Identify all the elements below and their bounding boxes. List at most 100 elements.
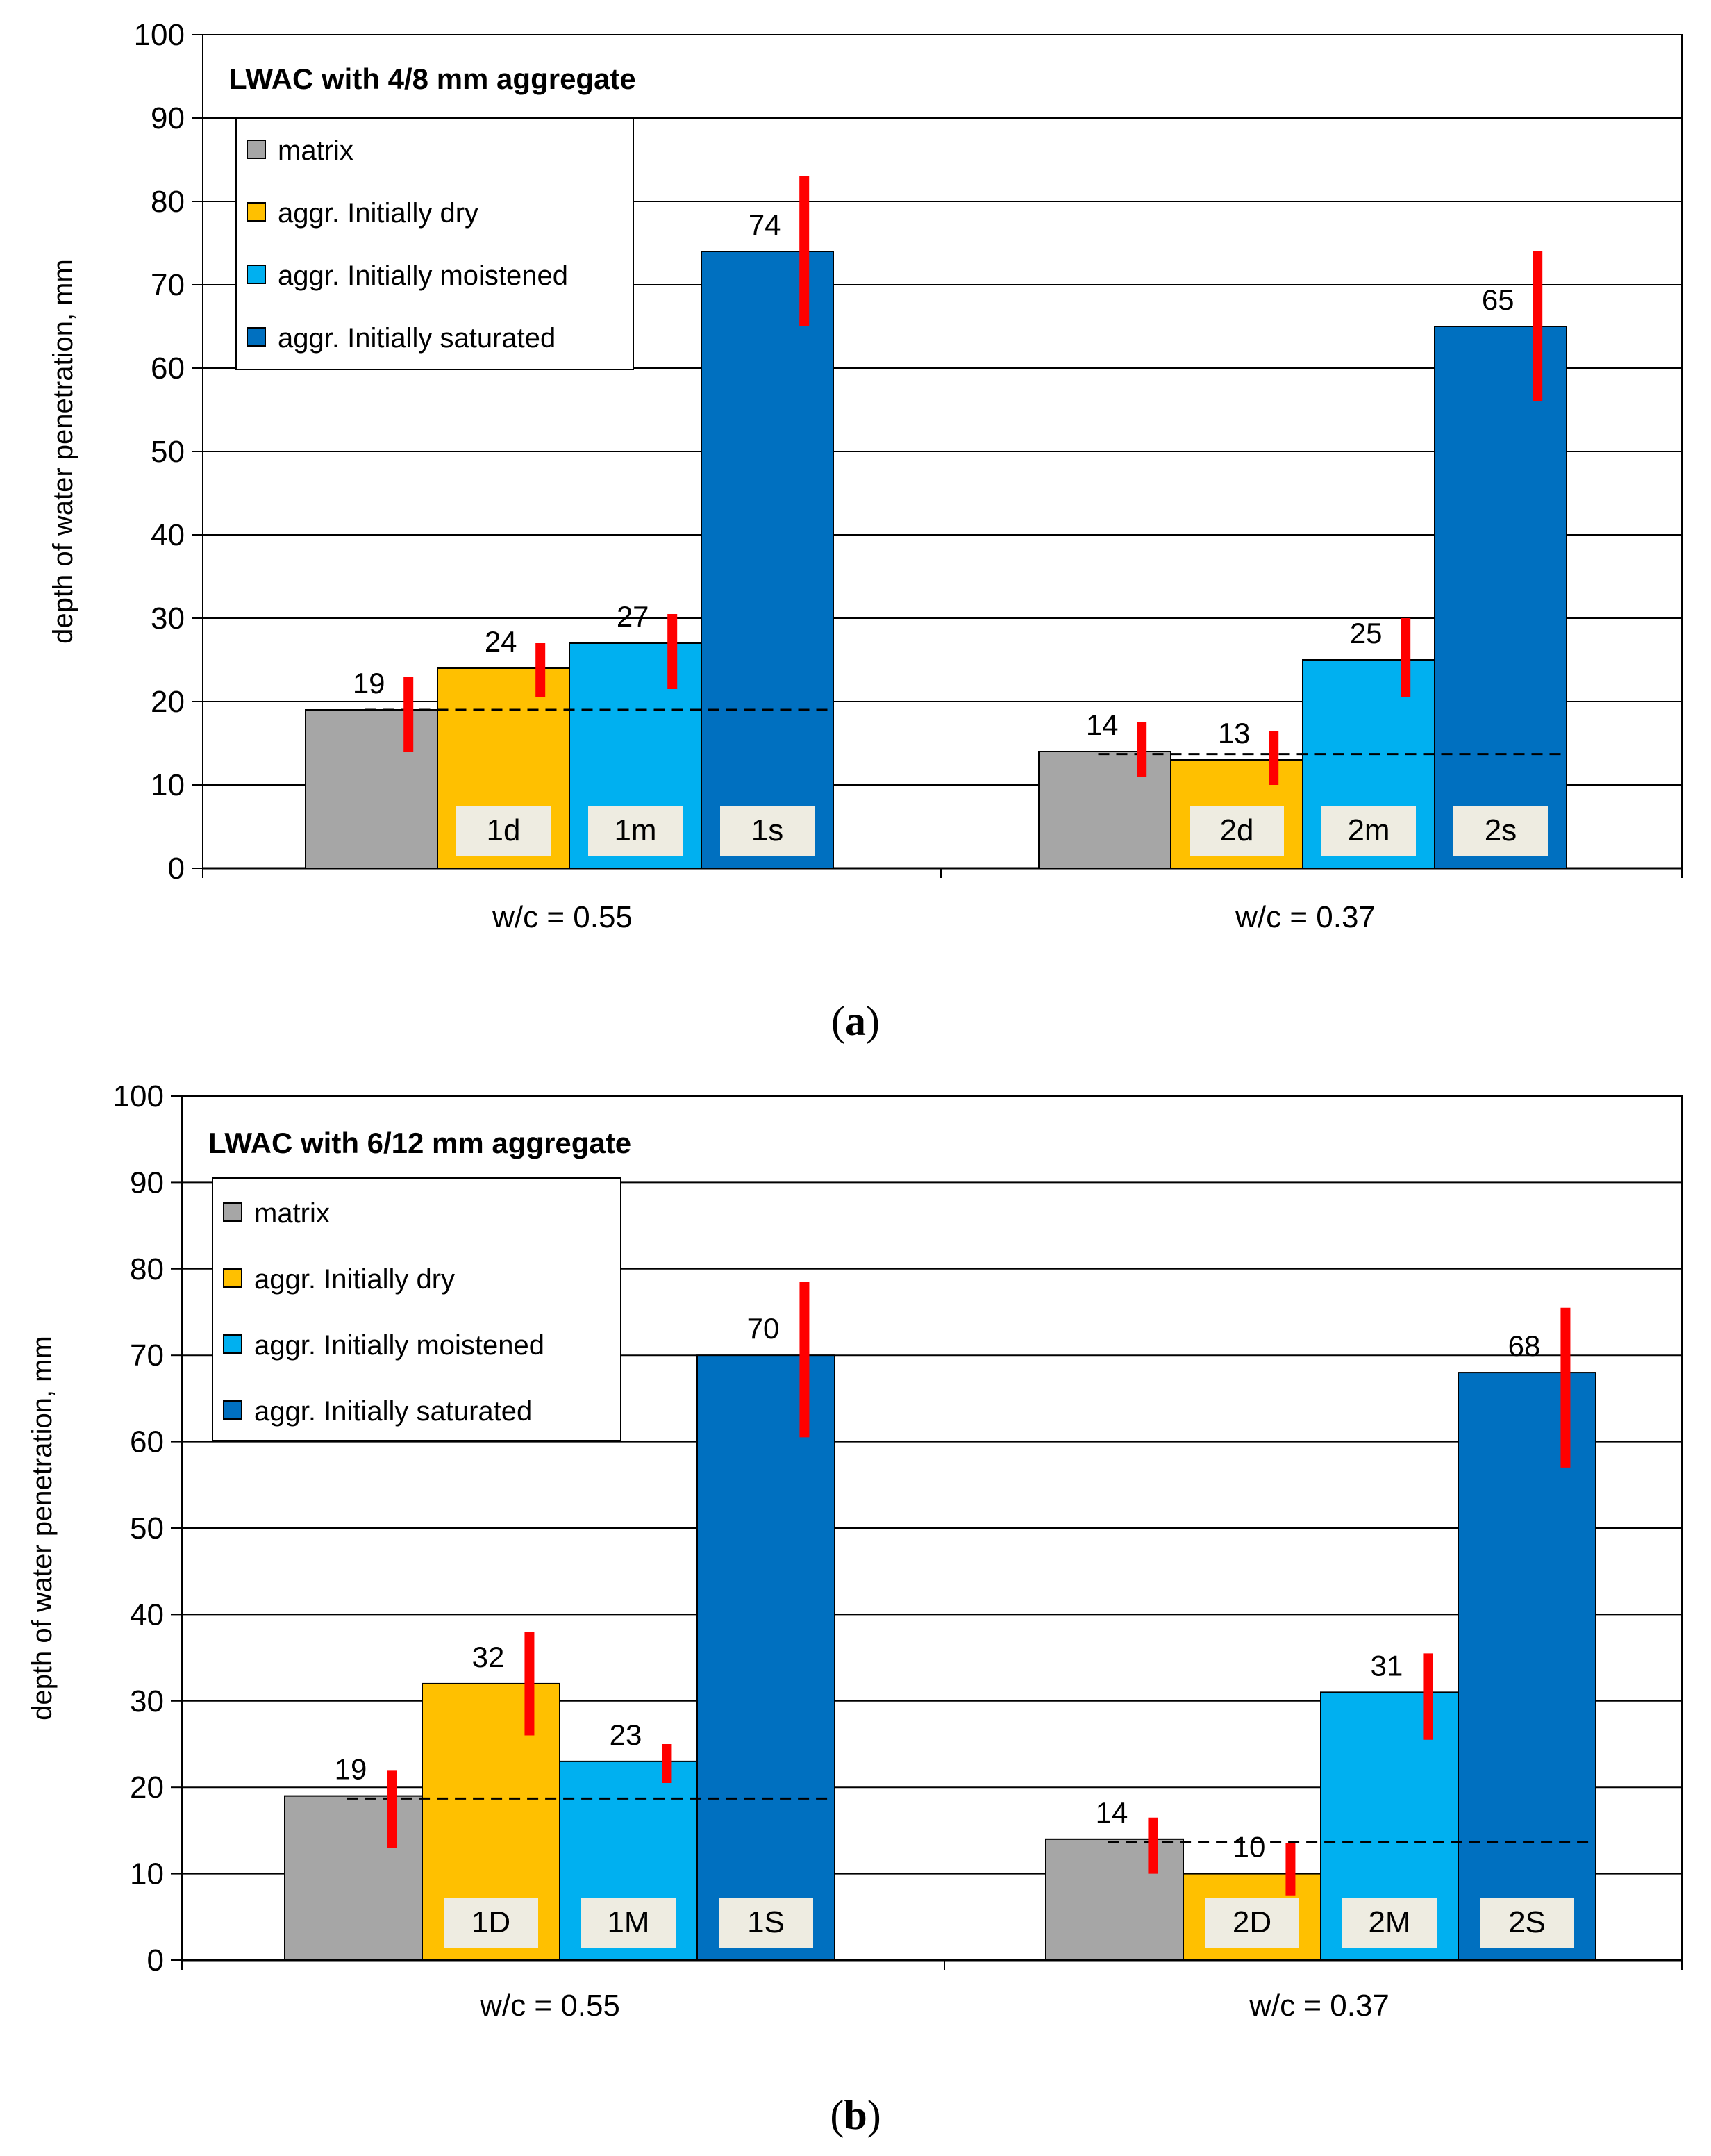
legend-swatch-matrix xyxy=(247,140,266,159)
id-label: 2d xyxy=(1220,813,1254,847)
legend-label: aggr. Initially dry xyxy=(254,1264,455,1295)
y-tick-label: 10 xyxy=(130,1857,164,1891)
value-label: 19 xyxy=(353,667,385,699)
id-box xyxy=(444,1898,538,1948)
legend-label: aggr. Initially saturated xyxy=(278,323,556,354)
y-tick-label: 60 xyxy=(130,1425,164,1459)
bar-saturated xyxy=(1434,326,1567,869)
legend-swatch-moistened xyxy=(223,1334,242,1354)
id-box xyxy=(1205,1898,1299,1948)
legend-label: matrix xyxy=(254,1198,330,1229)
value-label: 31 xyxy=(1371,1649,1403,1682)
legend-label: matrix xyxy=(278,135,353,166)
legend-box xyxy=(235,117,634,370)
value-label: 14 xyxy=(1096,1796,1128,1829)
id-box xyxy=(1480,1898,1574,1948)
y-tick-label: 100 xyxy=(113,1079,164,1113)
id-box xyxy=(1453,806,1548,856)
id-box xyxy=(456,806,551,856)
y-tick-label: 100 xyxy=(134,18,185,52)
bar-saturated xyxy=(701,251,834,869)
legend-swatch-saturated xyxy=(247,327,266,347)
x-category-label: w/c = 0.55 xyxy=(479,1989,620,2023)
value-label: 14 xyxy=(1086,708,1119,741)
value-label: 27 xyxy=(617,600,649,633)
value-label: 32 xyxy=(472,1641,505,1673)
chart-title: LWAC with 6/12 mm aggregate xyxy=(208,1127,631,1159)
id-label: 2D xyxy=(1233,1905,1271,1939)
value-label: 65 xyxy=(1482,283,1514,316)
legend-swatch-moistened xyxy=(247,265,266,284)
panel-label-paren: ( xyxy=(830,2092,844,2138)
legend-swatch-matrix xyxy=(223,1202,242,1222)
y-tick-label: 90 xyxy=(130,1166,164,1200)
y-tick-label: 30 xyxy=(130,1684,164,1718)
id-label: 1m xyxy=(614,813,656,847)
y-tick-label: 30 xyxy=(151,602,185,636)
panel-label: (b) xyxy=(830,2092,880,2138)
id-label: 2S xyxy=(1508,1905,1546,1939)
value-label: 25 xyxy=(1350,617,1383,649)
chart-panel-a: 0 10 20 30 40 50 60 70 80 90 100 depth of water pen… xyxy=(48,18,1683,1044)
legend-swatch-saturated xyxy=(223,1400,242,1420)
id-label: 1s xyxy=(751,813,783,847)
bar-matrix xyxy=(1045,1838,1184,1962)
id-box xyxy=(1190,806,1284,856)
bar-saturated xyxy=(696,1354,835,1961)
id-label: 2M xyxy=(1368,1905,1410,1939)
value-label: 10 xyxy=(1233,1831,1266,1864)
id-box xyxy=(1342,1898,1437,1948)
legend: matrix aggr. Initially dry aggr. Initially… xyxy=(235,117,634,370)
y-tick-label: 10 xyxy=(151,768,185,802)
y-axis-label: depth of water penetration, mm xyxy=(48,259,78,644)
id-label: 1D xyxy=(471,1905,510,1939)
value-label: 70 xyxy=(747,1312,780,1345)
y-tick-label: 70 xyxy=(130,1338,164,1373)
id-label: 1S xyxy=(747,1905,785,1939)
x-category-label: w/c = 0.37 xyxy=(1235,900,1376,934)
value-label: 13 xyxy=(1218,717,1251,749)
y-tick-label: 50 xyxy=(130,1511,164,1545)
id-label: 1M xyxy=(607,1905,649,1939)
bar-matrix xyxy=(284,1795,423,1961)
chart-panel-b: 0 10 20 30 40 50 60 70 80 90 100 depth of water pen… xyxy=(27,1079,1683,2138)
y-tick-label: 20 xyxy=(130,1771,164,1805)
legend-label: aggr. Initially dry xyxy=(278,198,478,229)
y-tick-label: 90 xyxy=(151,101,185,135)
value-label: 68 xyxy=(1508,1329,1541,1362)
value-label: 24 xyxy=(485,625,517,658)
id-label: 2s xyxy=(1485,813,1517,847)
y-tick-label: 60 xyxy=(151,351,185,385)
id-box xyxy=(719,1898,813,1948)
panel-label-paren: ) xyxy=(867,2092,881,2138)
y-tick-label: 50 xyxy=(151,435,185,469)
chart-title: LWAC with 4/8 mm aggregate xyxy=(229,63,636,95)
y-tick-label: 40 xyxy=(151,518,185,552)
id-box xyxy=(588,806,683,856)
y-tick-label: 80 xyxy=(151,185,185,219)
y-tick-label: 20 xyxy=(151,685,185,719)
legend: matrix aggr. Initially dry aggr. Initially… xyxy=(212,1177,621,1441)
legend-label: aggr. Initially saturated xyxy=(254,1396,532,1427)
y-axis-label: depth of water penetration, mm xyxy=(27,1336,58,1720)
bar-saturated xyxy=(1458,1372,1596,1961)
y-tick-label: 80 xyxy=(130,1252,164,1286)
value-label: 19 xyxy=(335,1753,367,1786)
y-tick-label: 70 xyxy=(151,268,185,302)
y-tick-label: 0 xyxy=(168,852,185,886)
y-tick-label: 0 xyxy=(147,1943,164,1977)
bar-matrix xyxy=(1038,751,1171,869)
id-label: 1d xyxy=(487,813,521,847)
y-tick-label: 40 xyxy=(130,1598,164,1632)
bar-matrix xyxy=(305,709,438,869)
x-category-label: w/c = 0.37 xyxy=(1249,1989,1389,2023)
panel-label-letter: b xyxy=(844,2092,867,2138)
panel-label-letter: a xyxy=(845,998,866,1044)
legend-swatch-dry xyxy=(247,202,266,222)
legend-label: aggr. Initially moistened xyxy=(278,260,568,291)
panel-label-paren: ( xyxy=(831,998,845,1044)
id-box xyxy=(720,806,815,856)
id-box xyxy=(581,1898,676,1948)
panel-label: (a) xyxy=(831,998,880,1044)
